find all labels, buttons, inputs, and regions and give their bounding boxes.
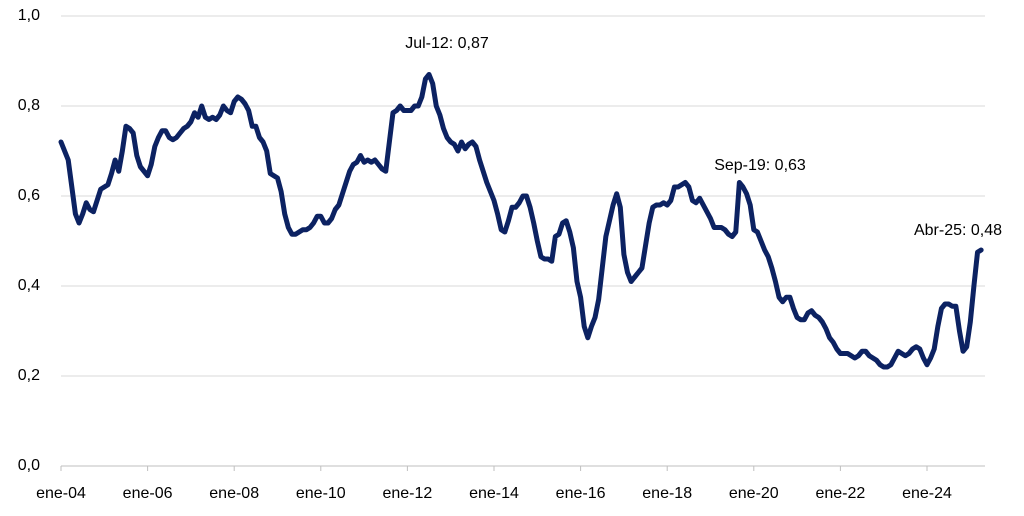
y-tick-label: 0,4 [18,277,40,294]
annotation: Abr-25: 0,48 [914,222,1002,239]
y-tick-label: 0,0 [18,457,40,474]
y-tick-label: 0,8 [18,97,40,114]
x-tick-label: ene-16 [556,485,606,502]
annotation: Sep-19: 0,63 [714,157,806,174]
x-tick-label: ene-10 [296,485,346,502]
y-tick-label: 0,2 [18,367,40,384]
x-tick-label: ene-18 [642,485,692,502]
annotation: Jul-12: 0,87 [405,35,489,52]
x-tick-label: ene-12 [382,485,432,502]
x-tick-label: ene-04 [36,485,86,502]
y-tick-label: 0,6 [18,187,40,204]
x-tick-label: ene-14 [469,485,519,502]
x-tick-label: ene-20 [729,485,779,502]
x-tick-label: ene-22 [815,485,865,502]
x-tick-label: ene-24 [902,485,952,502]
x-tick-label: ene-06 [123,485,173,502]
y-tick-label: 1,0 [18,7,40,24]
data-line [58,72,984,370]
x-tick-label: ene-08 [209,485,259,502]
